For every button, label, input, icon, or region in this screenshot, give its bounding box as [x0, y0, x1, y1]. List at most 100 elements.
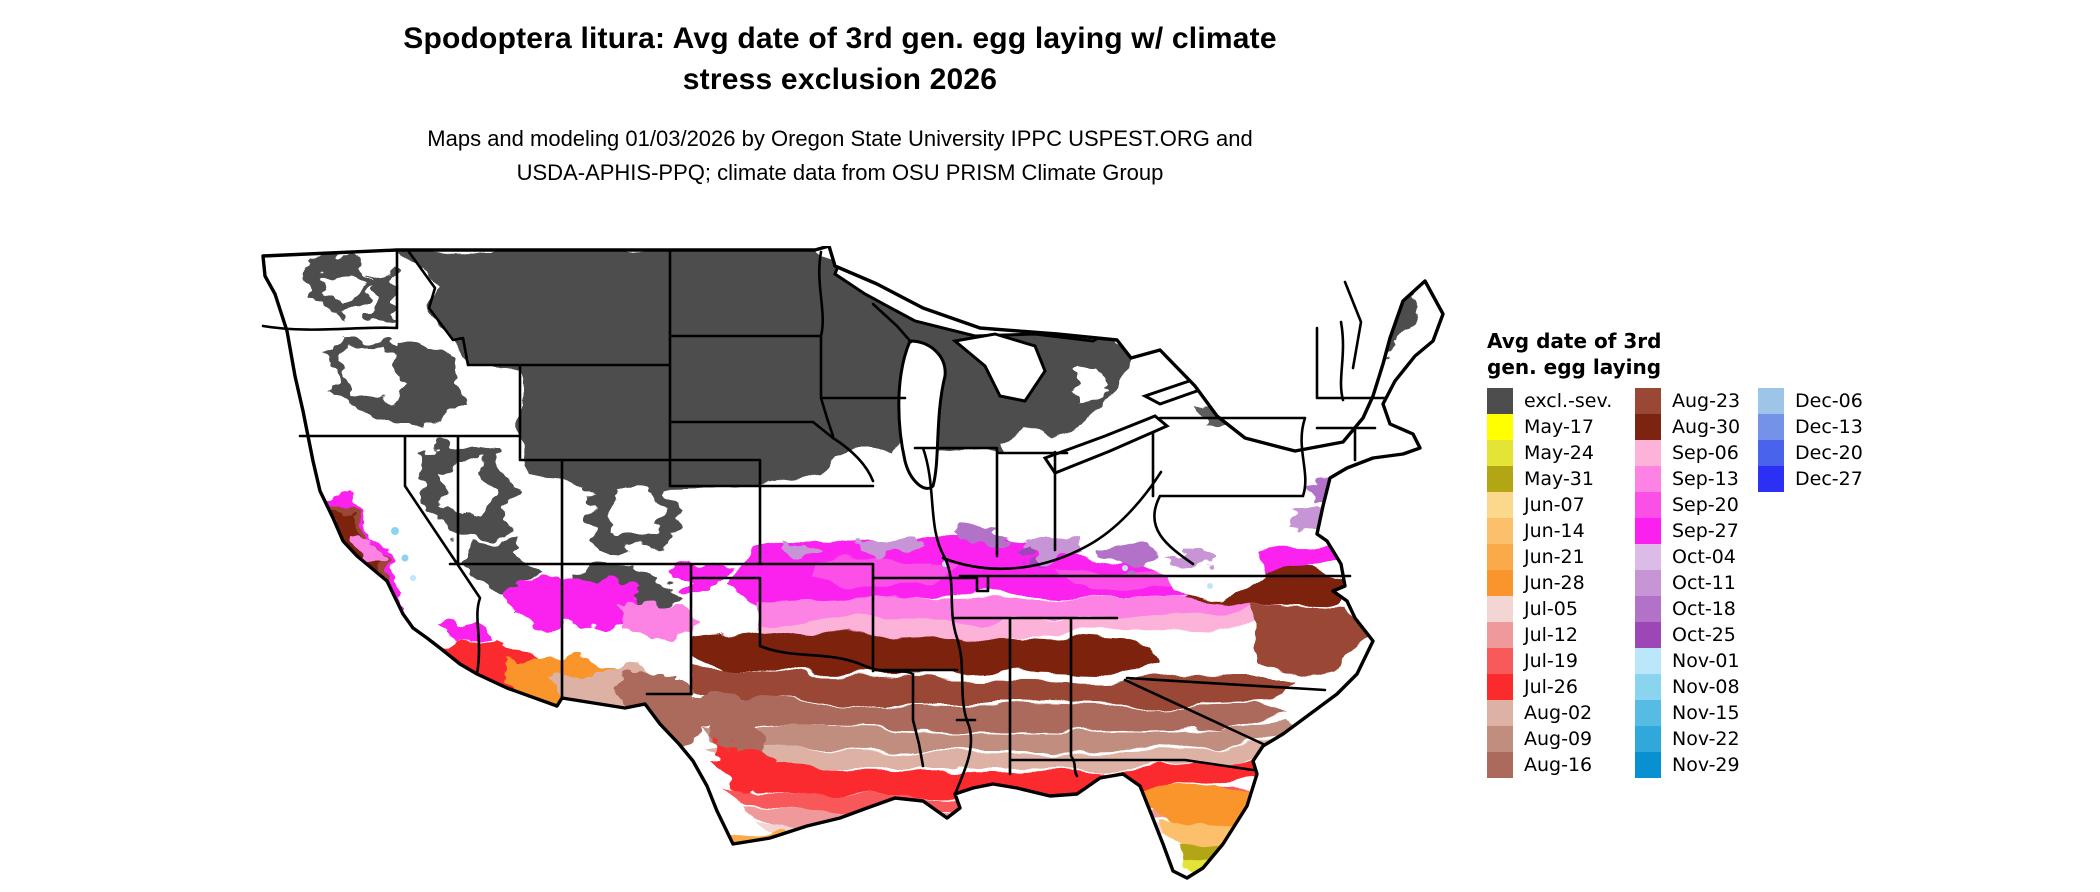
legend-label: Nov-01	[1672, 650, 1740, 672]
legend-swatch	[1487, 466, 1513, 492]
legend-swatch	[1487, 440, 1513, 466]
legend-label: Aug-09	[1524, 728, 1593, 750]
legend-swatch	[1635, 622, 1661, 648]
legend-entry: Jul-05	[1487, 596, 1612, 622]
legend-label: Oct-18	[1672, 598, 1736, 620]
legend-swatch	[1487, 596, 1513, 622]
legend-entry: Dec-13	[1758, 414, 1863, 440]
legend-entry: May-31	[1487, 466, 1612, 492]
legend-label: Jun-07	[1524, 494, 1585, 516]
legend-swatch	[1635, 570, 1661, 596]
legend-label: Jun-21	[1524, 546, 1585, 568]
legend-swatch	[1487, 388, 1513, 414]
legend-swatch	[1635, 388, 1661, 414]
legend-entry: Jul-26	[1487, 674, 1612, 700]
legend-label: May-17	[1524, 416, 1594, 438]
legend-label: Jul-26	[1524, 676, 1578, 698]
legend-column-2: Aug-23 Aug-30 Sep-06 Sep-13 Sep-20 Sep-27 Oct-…	[1635, 388, 1740, 778]
lake-huron	[951, 332, 1047, 403]
legend-column-3: Dec-06 Dec-13 Dec-20 Dec-27	[1758, 388, 1863, 492]
legend-entry: Aug-30	[1635, 414, 1740, 440]
map-region-florida-keys	[1190, 875, 1200, 878]
legend-entry: Jun-28	[1487, 570, 1612, 596]
legend-entry: Jul-19	[1487, 648, 1612, 674]
legend-label: Jul-19	[1524, 650, 1578, 672]
legend-swatch	[1487, 726, 1513, 752]
map-region-white-speckle	[323, 271, 1101, 538]
legend-entry: Dec-27	[1758, 466, 1863, 492]
legend-entry: Dec-06	[1758, 388, 1863, 414]
legend-label: Sep-27	[1672, 520, 1739, 542]
legend-swatch	[1487, 648, 1513, 674]
legend-label: Aug-02	[1524, 702, 1593, 724]
legend-entry: Nov-29	[1635, 752, 1740, 778]
legend-swatch	[1635, 752, 1661, 778]
credits-line-1: Maps and modeling 01/03/2026 by Oregon S…	[427, 126, 1253, 151]
legend-title: Avg date of 3rd gen. egg laying	[1487, 328, 1917, 380]
legend-entry: Aug-16	[1487, 752, 1612, 778]
map-credits: Maps and modeling 01/03/2026 by Oregon S…	[205, 122, 1475, 190]
legend-label: Sep-13	[1672, 468, 1739, 490]
legend-entry: Nov-15	[1635, 700, 1740, 726]
legend-entry: Nov-01	[1635, 648, 1740, 674]
title-line-1: Spodoptera litura: Avg date of 3rd gen. …	[403, 22, 1277, 55]
legend-swatch	[1487, 622, 1513, 648]
legend-swatch	[1487, 570, 1513, 596]
legend-label: Aug-16	[1524, 754, 1593, 776]
legend-entry: excl.-sev.	[1487, 388, 1612, 414]
legend-label: Nov-08	[1672, 676, 1740, 698]
credits-line-2: USDA-APHIS-PPQ; climate data from OSU PR…	[516, 160, 1164, 185]
legend-label: Sep-06	[1672, 442, 1739, 464]
legend-label: Nov-22	[1672, 728, 1740, 750]
legend-swatch	[1635, 648, 1661, 674]
legend-entry: Oct-11	[1635, 570, 1740, 596]
legend-swatch	[1487, 492, 1513, 518]
legend-label: Dec-27	[1795, 468, 1863, 490]
legend-swatch	[1635, 414, 1661, 440]
legend-label: Jun-14	[1524, 520, 1585, 542]
legend: Avg date of 3rd gen. egg laying excl.-se…	[1487, 328, 1917, 778]
legend-swatch	[1635, 492, 1661, 518]
legend-entry: May-17	[1487, 414, 1612, 440]
legend-label: Jul-12	[1524, 624, 1578, 646]
legend-entry: Jun-21	[1487, 544, 1612, 570]
legend-swatch	[1635, 440, 1661, 466]
legend-label: Dec-06	[1795, 390, 1863, 412]
legend-label: Oct-25	[1672, 624, 1736, 646]
legend-label: Jun-28	[1524, 572, 1585, 594]
legend-entry: May-24	[1487, 440, 1612, 466]
legend-label: Dec-13	[1795, 416, 1863, 438]
legend-entry: Sep-13	[1635, 466, 1740, 492]
legend-label: Jul-05	[1524, 598, 1578, 620]
legend-swatch	[1635, 518, 1661, 544]
lake-michigan	[897, 339, 947, 490]
legend-entry: Aug-23	[1635, 388, 1740, 414]
legend-swatch	[1758, 414, 1784, 440]
legend-label: Oct-11	[1672, 572, 1736, 594]
us-map	[255, 244, 1450, 886]
legend-label: Nov-29	[1672, 754, 1740, 776]
page-title: Spodoptera litura: Avg date of 3rd gen. …	[205, 18, 1475, 100]
legend-entry: Nov-22	[1635, 726, 1740, 752]
legend-entry: Jun-07	[1487, 492, 1612, 518]
legend-swatch	[1487, 674, 1513, 700]
legend-swatch	[1635, 544, 1661, 570]
state-borders	[261, 248, 1387, 796]
legend-entry: Jul-12	[1487, 622, 1612, 648]
map-bands	[687, 538, 1370, 878]
legend-entry: Oct-04	[1635, 544, 1740, 570]
legend-label: Nov-15	[1672, 702, 1740, 724]
title-line-2: stress exclusion 2026	[682, 63, 998, 96]
legend-label: Dec-20	[1795, 442, 1863, 464]
legend-entry: Jun-14	[1487, 518, 1612, 544]
legend-label: Oct-04	[1672, 546, 1736, 568]
legend-swatch	[1635, 700, 1661, 726]
legend-entry: Aug-09	[1487, 726, 1612, 752]
legend-label: excl.-sev.	[1524, 390, 1613, 412]
legend-label: Sep-20	[1672, 494, 1739, 516]
legend-title-line-1: Avg date of 3rd	[1487, 329, 1662, 353]
legend-entry: Nov-08	[1635, 674, 1740, 700]
legend-label: Aug-23	[1672, 390, 1741, 412]
legend-swatch	[1487, 752, 1513, 778]
